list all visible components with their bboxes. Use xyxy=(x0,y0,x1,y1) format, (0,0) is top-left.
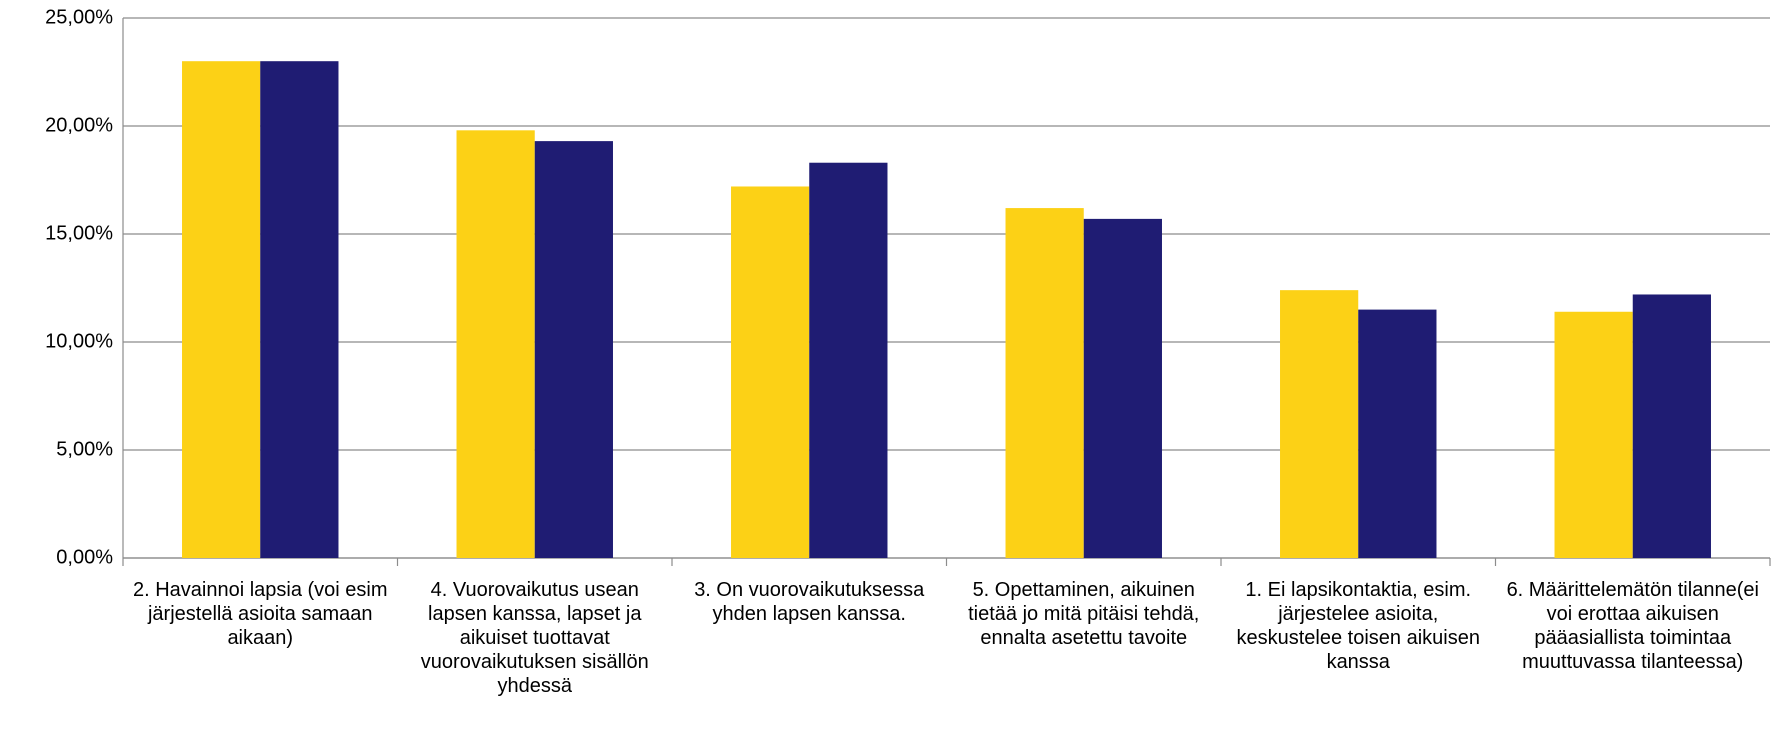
y-tick-label: 15,00% xyxy=(45,222,113,244)
y-tick-label: 20,00% xyxy=(45,114,113,136)
y-tick-label: 5,00% xyxy=(56,438,113,460)
y-tick-label: 0,00% xyxy=(56,546,113,568)
y-tick-label: 10,00% xyxy=(45,330,113,352)
bar xyxy=(260,61,339,558)
bar xyxy=(534,141,613,558)
bar xyxy=(182,61,261,558)
x-tick-label: 4. Vuorovaikutus usean lapsen kanssa, la… xyxy=(420,579,649,697)
y-tick-label: 25,00% xyxy=(45,6,113,28)
bar xyxy=(1632,294,1711,558)
x-tick-label: 3. On vuorovaikutuksessa yhden lapsen ka… xyxy=(694,579,925,625)
bar xyxy=(809,162,888,558)
bar xyxy=(1005,208,1084,558)
bar xyxy=(1358,309,1437,558)
bar xyxy=(1083,218,1162,558)
bar xyxy=(1280,290,1359,558)
x-tick-label: 5. Opettaminen, aikuinen tietää jo mitä … xyxy=(968,579,1200,649)
bar xyxy=(456,130,535,558)
x-tick-label: 2. Havainnoi lapsia (voi esim järjestell… xyxy=(132,579,388,649)
x-tick-label: 6. Määrittelemätön tilanne(ei voi erotta… xyxy=(1506,579,1759,673)
x-tick-label: 1. Ei lapsikontaktia, esim. järjestelee … xyxy=(1236,579,1480,673)
bar xyxy=(1554,311,1633,558)
bar xyxy=(731,186,810,559)
